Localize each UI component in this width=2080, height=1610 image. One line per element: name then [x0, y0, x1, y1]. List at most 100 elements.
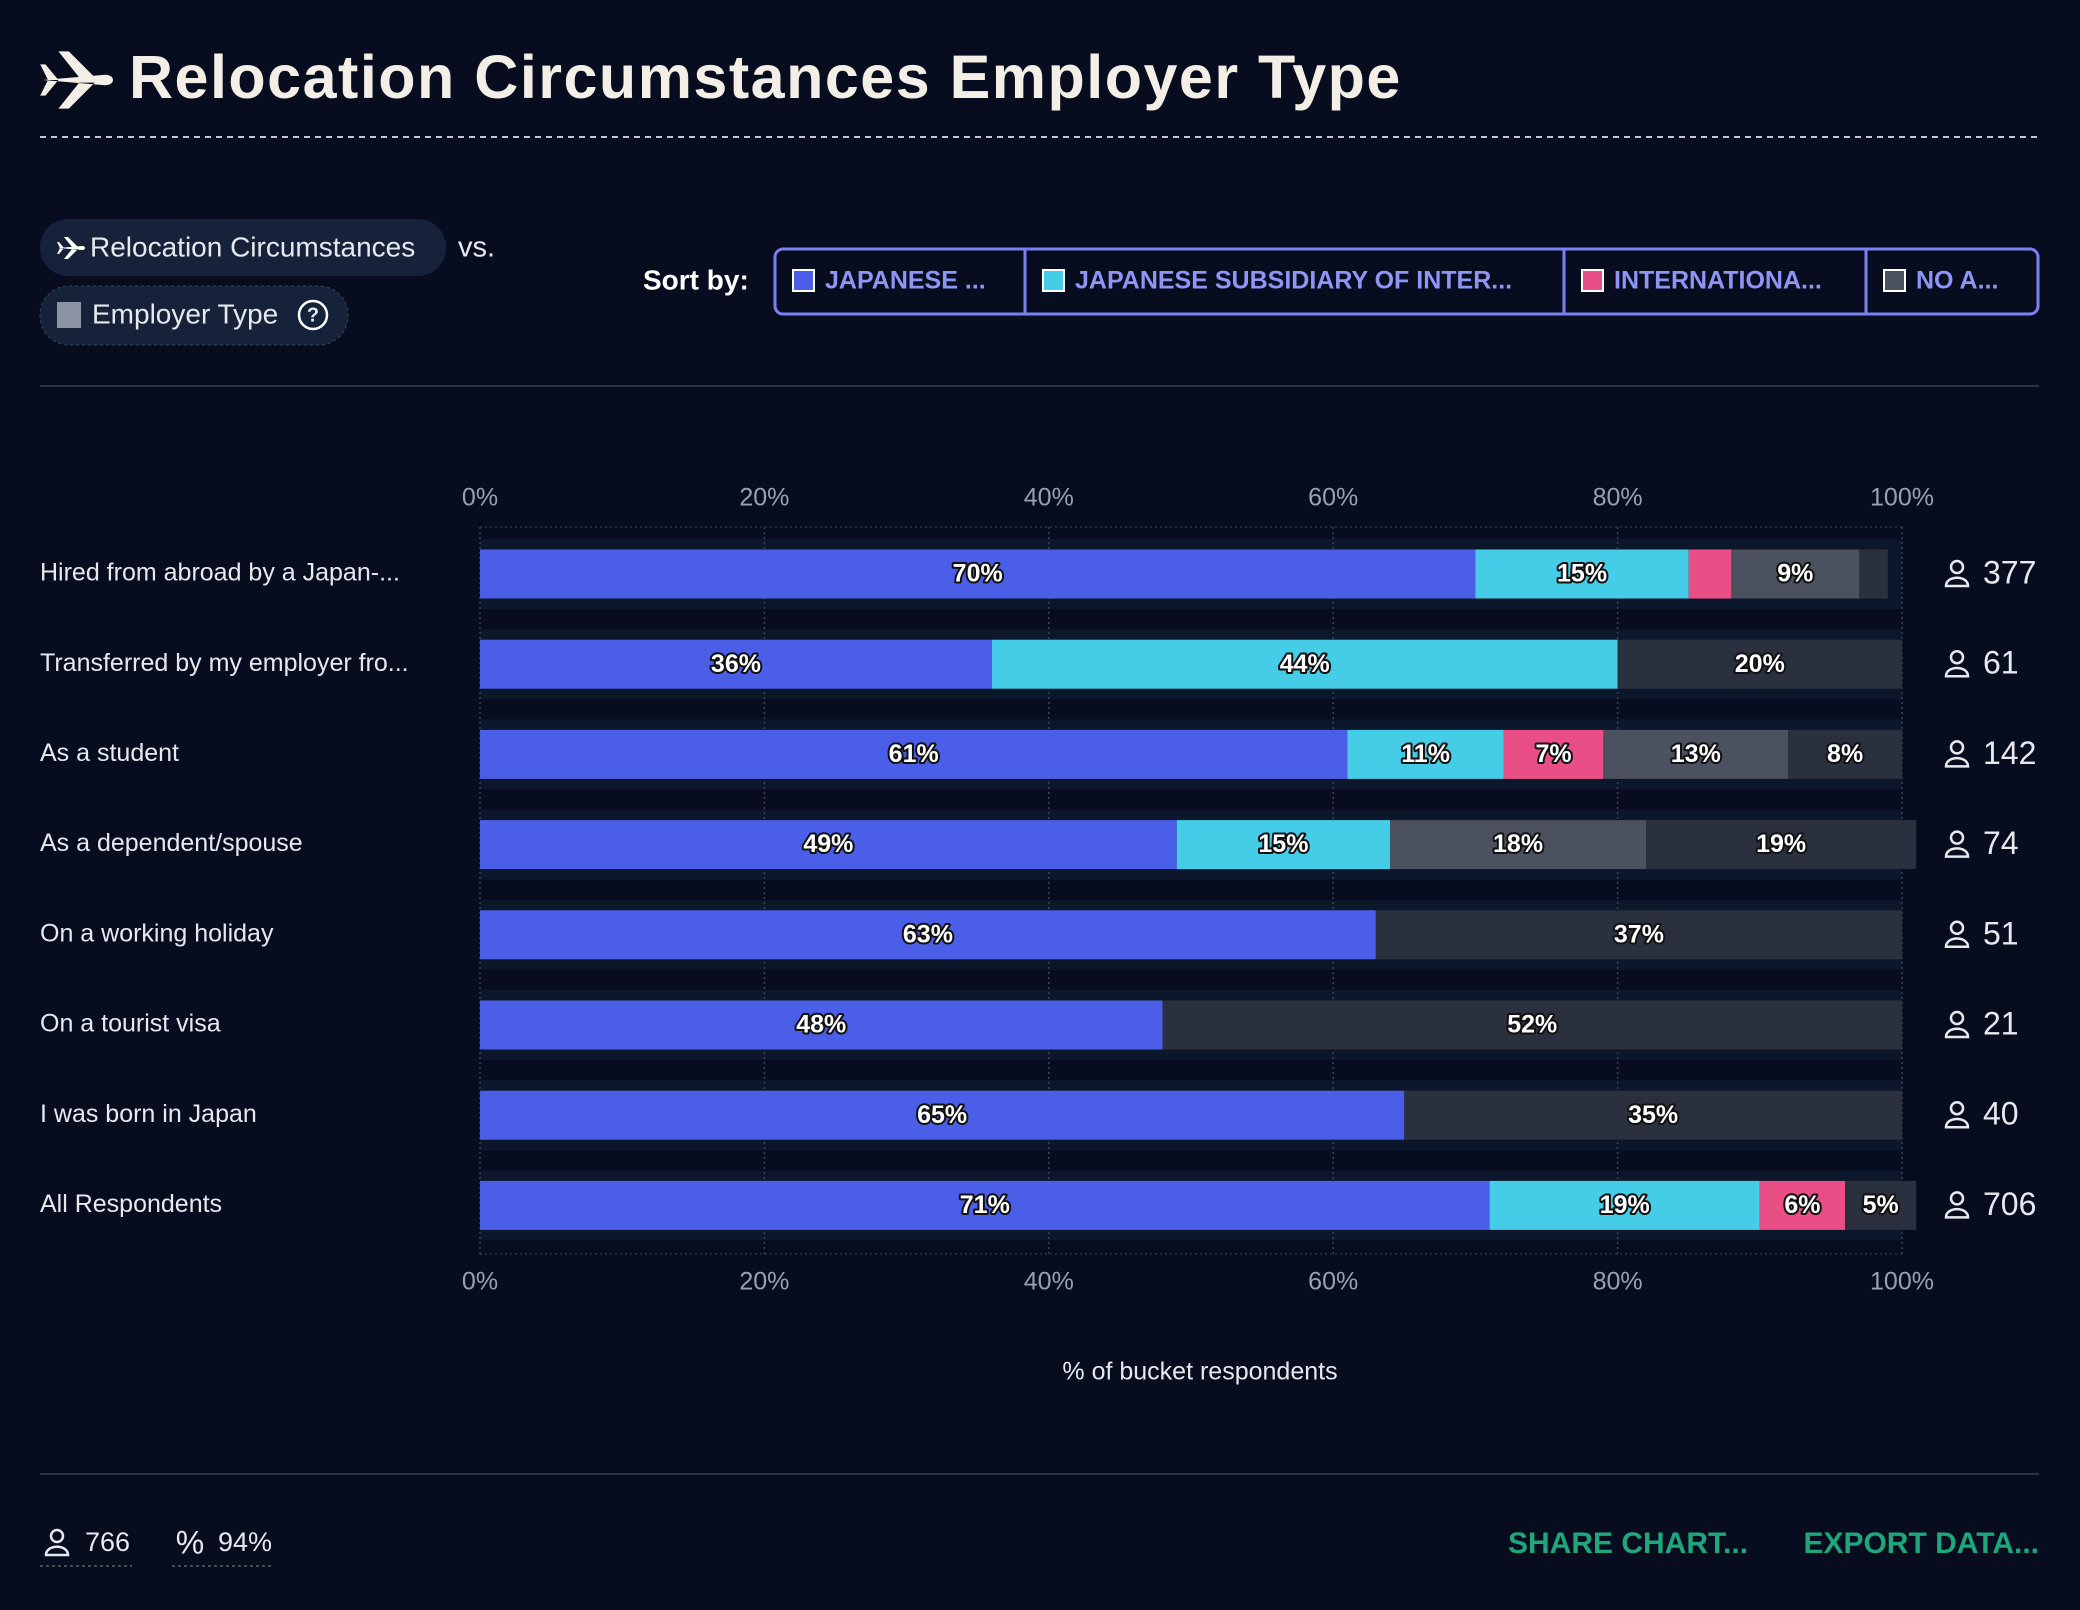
data-label: 7%: [1536, 740, 1572, 768]
icon-head: [1949, 1010, 1965, 1026]
person-icon: [44, 1528, 70, 1557]
respondent-count: 40: [1983, 1096, 2019, 1132]
sort-button[interactable]: INTERNATIONA...: [1562, 249, 1822, 314]
data-label: 44%: [1280, 650, 1330, 678]
sort-button[interactable]: NO A...: [1864, 249, 1998, 314]
data-label: 11%: [1401, 740, 1450, 768]
x-axis-title: % of bucket respondents: [1062, 1358, 1337, 1386]
percent-stat[interactable]: % 94%: [172, 1524, 273, 1567]
data-label: 13%: [1671, 740, 1721, 768]
data-label: 5%: [1863, 1191, 1899, 1219]
category-label: As a student: [40, 739, 179, 767]
x-tick-label: 0%: [462, 484, 498, 512]
legend-swatch: [792, 269, 815, 292]
bar-segment: [1788, 729, 1902, 779]
data-label: 15%: [1557, 560, 1607, 588]
help-icon[interactable]: [297, 299, 329, 331]
icon-head: [1949, 1100, 1965, 1116]
x-tick-label: 60%: [1308, 484, 1358, 512]
bar-segment: [1731, 549, 1860, 599]
bar-segment: [480, 639, 992, 689]
bar-segment: [1475, 549, 1689, 599]
legend-label: JAPANESE SUBSIDIARY OF INTER...: [1075, 267, 1512, 295]
bar-segment: [1503, 729, 1604, 779]
person-icon: [1944, 920, 1970, 949]
icon-head: [1949, 740, 1965, 755]
page-title: Relocation Circumstances Employer Type: [129, 43, 1402, 111]
icon-body: [1944, 1027, 1970, 1039]
legend-label: NO A...: [1916, 267, 1998, 295]
person-icon: [1944, 1191, 1970, 1219]
data-label: 61%: [889, 740, 939, 768]
data-label: 37%: [1614, 920, 1664, 948]
x-tick-label: 20%: [739, 1268, 789, 1296]
legend-label: INTERNATIONA...: [1614, 267, 1822, 295]
icon-body: [1944, 937, 1970, 949]
x-tick-label: 20%: [739, 484, 789, 512]
bar-segment: [480, 1180, 1490, 1230]
person-icon: [1944, 649, 1970, 678]
category-label: I was born in Japan: [40, 1100, 257, 1128]
person-icon: [1944, 559, 1970, 588]
category-label: Hired from abroad by a Japan-...: [40, 559, 400, 587]
data-label: 36%: [711, 650, 761, 678]
primary-chip[interactable]: Relocation Circumstances: [40, 219, 446, 276]
sort-button[interactable]: JAPANESE ...: [792, 267, 986, 295]
icon-head: [1949, 920, 1965, 936]
respondent-count: 51: [1983, 915, 2019, 951]
data-label: 9%: [1777, 560, 1813, 588]
category-label: On a working holiday: [40, 919, 274, 947]
data-label: 6%: [1784, 1191, 1820, 1219]
chip-bg: [39, 285, 349, 346]
legend-swatch: [1883, 269, 1906, 292]
icon-head: [1949, 649, 1965, 665]
share-button[interactable]: SHARE CHART...: [1508, 1527, 1748, 1560]
bar-segment: [991, 639, 1618, 689]
bar-segment: [1845, 1180, 1917, 1230]
data-label: 19%: [1600, 1191, 1650, 1219]
bar-segment: [1603, 729, 1789, 779]
respondent-count: 706: [1983, 1186, 2036, 1222]
building-icon: [57, 302, 81, 328]
icon-body: [44, 1545, 70, 1557]
icon-body: [1944, 1117, 1970, 1129]
chip-label: Relocation Circumstances: [90, 231, 415, 262]
bar-segment: [480, 910, 1376, 960]
bar-segment: [1646, 820, 1917, 870]
respondents-count: 766: [85, 1527, 130, 1557]
data-label: 20%: [1735, 650, 1785, 678]
x-tick-label: 60%: [1308, 1268, 1358, 1296]
x-tick-label: 40%: [1024, 1268, 1074, 1296]
secondary-chip[interactable]: Employer Type ?: [39, 285, 349, 346]
sort-group: [773, 247, 2040, 316]
chip-icon: [57, 237, 85, 259]
x-tick-label: 100%: [1870, 484, 1934, 512]
respondents-stat[interactable]: 766: [40, 1527, 132, 1567]
bar-segment: [1404, 1090, 1902, 1140]
data-label: 52%: [1507, 1011, 1557, 1039]
category-label: On a tourist visa: [40, 1010, 221, 1038]
data-label: 35%: [1628, 1101, 1678, 1129]
bar-segment: [1859, 549, 1888, 599]
person-icon: [1944, 740, 1970, 768]
icon-body: [1944, 1207, 1970, 1219]
sort-button[interactable]: JAPANESE SUBSIDIARY OF INTER...: [1023, 249, 1512, 314]
bar-segment: [1375, 910, 1902, 960]
plane-icon: [40, 51, 114, 109]
percent-value: 94%: [218, 1527, 272, 1557]
data-label: 70%: [953, 560, 1003, 588]
x-tick-label: 80%: [1593, 484, 1643, 512]
bar-segment: [480, 1000, 1163, 1050]
person-icon: [1944, 830, 1970, 858]
x-tick-label: 0%: [462, 1268, 498, 1296]
icon-body: [1944, 756, 1970, 768]
export-button[interactable]: EXPORT DATA...: [1803, 1527, 2039, 1560]
data-label: 8%: [1827, 740, 1863, 768]
icon-body: [1944, 666, 1970, 678]
bar-segment: [480, 820, 1177, 870]
help-icon-mark: ?: [307, 304, 319, 326]
data-label: 71%: [960, 1191, 1010, 1219]
bar-segment: [480, 549, 1476, 599]
